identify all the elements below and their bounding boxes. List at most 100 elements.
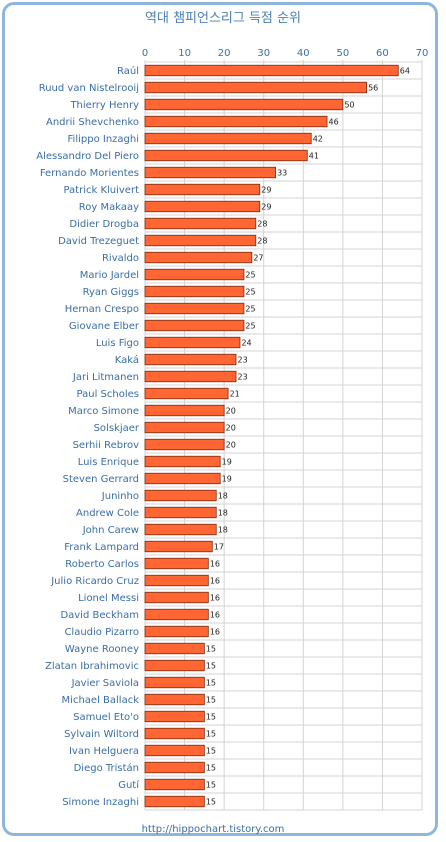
category-label: Wayne Rooney — [65, 644, 139, 655]
value-label: 25 — [245, 288, 255, 297]
x-tick-label: 40 — [297, 48, 310, 59]
bar — [144, 574, 209, 587]
bar — [144, 234, 257, 247]
bar — [144, 727, 205, 740]
value-label: 16 — [210, 577, 220, 586]
value-label: 19 — [222, 458, 232, 467]
bar — [144, 761, 205, 774]
x-tick-label: 50 — [336, 48, 349, 59]
category-label: Roy Makaay — [79, 202, 139, 213]
bar — [144, 557, 209, 570]
bar — [144, 438, 225, 451]
bar — [144, 676, 205, 689]
category-label: Gutí — [118, 779, 140, 791]
bar — [144, 302, 245, 315]
category-label: Mario Jardel — [80, 270, 139, 281]
value-label: 16 — [210, 594, 220, 603]
category-label: Javier Saviola — [71, 678, 139, 689]
value-label: 15 — [206, 662, 216, 671]
category-label: Paul Scholes — [77, 389, 139, 400]
value-label: 16 — [210, 560, 220, 569]
value-label: 20 — [226, 407, 236, 416]
bar — [144, 540, 213, 553]
bar — [144, 591, 209, 604]
value-label: 20 — [226, 424, 236, 433]
category-label: Alessandro Del Piero — [36, 151, 139, 162]
category-label: Julio Ricardo Cruz — [50, 576, 139, 587]
bar — [144, 115, 328, 128]
value-label: 29 — [261, 203, 271, 212]
value-label: 24 — [241, 339, 251, 348]
value-label: 18 — [218, 526, 228, 535]
bar — [144, 81, 368, 94]
category-label: Fernando Morientes — [40, 168, 139, 179]
value-label: 25 — [245, 271, 255, 280]
value-label: 64 — [400, 67, 410, 76]
category-label: Ivan Helguera — [69, 746, 139, 757]
x-tick-label: 20 — [218, 48, 231, 59]
category-label: Frank Lampard — [64, 542, 139, 553]
category-label: Serhii Rebrov — [73, 440, 140, 451]
bar — [144, 98, 344, 111]
value-label: 15 — [206, 713, 216, 722]
category-label: Patrick Kluivert — [63, 185, 139, 196]
category-label: Claudio Pizarro — [64, 627, 139, 638]
category-label: Simone Inzaghi — [62, 797, 139, 808]
category-label: Kaká — [115, 354, 139, 366]
category-label: Giovane Elber — [69, 321, 140, 332]
bar — [144, 268, 245, 281]
bar — [144, 285, 245, 298]
category-label: Didier Drogba — [69, 219, 139, 230]
value-label: 50 — [344, 101, 354, 110]
value-label: 15 — [206, 730, 216, 739]
category-label: Jari Litmanen — [72, 372, 139, 383]
category-label: Thierry Henry — [69, 100, 139, 111]
bar — [144, 404, 225, 417]
y-axis-labels: Raúl Ruud van Nistelrooij Thierry Henry And… — [36, 65, 140, 808]
bar — [144, 353, 237, 366]
value-label: 56 — [368, 84, 378, 93]
x-axis-ticks: 0 10 20 30 40 50 60 70 — [142, 48, 429, 59]
category-label: Juninho — [101, 491, 139, 502]
bar — [144, 778, 205, 791]
category-label: Marco Simone — [68, 406, 139, 417]
bar — [144, 319, 245, 332]
category-label: Raúl — [117, 65, 139, 77]
value-labels: 64 56 50 46 42 41 33 29 29 28 28 27 25 25 25 25 24 23 23 21… — [206, 67, 410, 807]
category-label: Ruud van Nistelrooij — [39, 83, 139, 94]
value-label: 16 — [210, 628, 220, 637]
category-label: David Beckham — [60, 610, 139, 621]
category-label: Rivaldo — [102, 253, 139, 264]
value-label: 19 — [222, 475, 232, 484]
bar — [144, 523, 217, 536]
category-label: Diego Tristán — [74, 762, 139, 774]
value-label: 29 — [261, 186, 271, 195]
value-label: 23 — [238, 356, 248, 365]
category-label: Luis Figo — [96, 338, 139, 349]
value-label: 15 — [206, 696, 216, 705]
x-tick-label: 30 — [257, 48, 270, 59]
value-label: 15 — [206, 781, 216, 790]
category-label: Ryan Giggs — [83, 287, 139, 298]
value-label: 15 — [206, 747, 216, 756]
x-tick-label: 10 — [178, 48, 191, 59]
bar — [144, 183, 261, 196]
bar — [144, 370, 237, 383]
bar — [144, 64, 399, 77]
category-label: Samuel Eto'o — [73, 712, 139, 723]
category-label: Hernan Crespo — [65, 304, 139, 315]
category-label: Filippo Inzaghi — [68, 134, 139, 145]
category-label: Solskjaer — [94, 423, 140, 434]
category-label: John Carew — [82, 525, 139, 536]
bar — [144, 132, 312, 145]
footer-url: http://hippochart.tistory.com — [142, 824, 285, 835]
category-label: Michael Ballack — [62, 695, 140, 706]
bar — [144, 506, 217, 519]
value-label: 15 — [206, 645, 216, 654]
value-label: 25 — [245, 322, 255, 331]
value-label: 15 — [206, 764, 216, 773]
bar — [144, 795, 205, 808]
value-label: 33 — [277, 169, 287, 178]
value-label: 16 — [210, 611, 220, 620]
